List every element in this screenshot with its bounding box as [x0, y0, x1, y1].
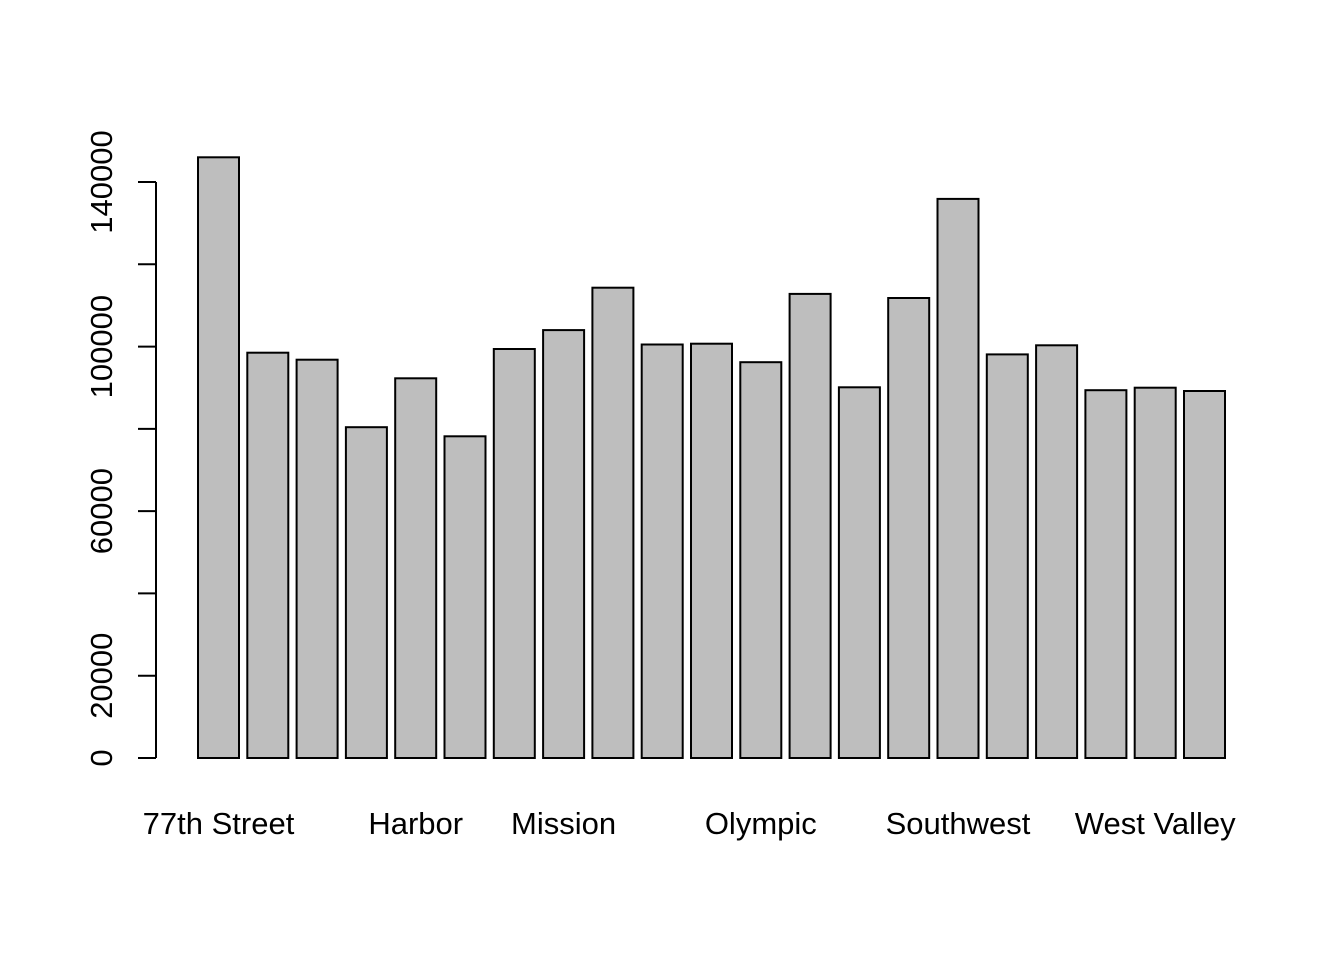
y-axis: 0 20000 60000 100000 140000	[84, 130, 157, 767]
bar-8	[591, 286, 635, 759]
y-tick-label: 0	[84, 749, 119, 766]
bar-11	[739, 361, 783, 759]
bar-20	[1183, 390, 1226, 759]
bar-12	[788, 292, 832, 759]
bar-18	[1084, 389, 1128, 759]
category-label: Olympic	[705, 806, 817, 841]
category-label: Southwest	[886, 806, 1031, 841]
bar-9	[640, 343, 684, 759]
bar-19	[1133, 386, 1177, 759]
bar-16	[985, 353, 1029, 759]
category-label: Mission	[511, 806, 616, 841]
category-label: Harbor	[368, 806, 463, 841]
bar-10	[690, 342, 733, 759]
bar-14	[887, 297, 931, 759]
bars-group	[197, 156, 1226, 760]
category-label: 77th Street	[143, 806, 295, 841]
bar-0	[197, 156, 240, 760]
bar-6	[492, 348, 536, 759]
bar-1	[246, 351, 290, 759]
bar-3	[344, 426, 388, 759]
y-tick-label: 100000	[84, 295, 119, 398]
x-axis-labels: 77th Street Harbor Mission Olympic Southwest…	[143, 806, 1236, 841]
y-tick-label: 140000	[84, 130, 119, 233]
bar-7	[542, 329, 586, 759]
bar-5	[443, 435, 487, 759]
bar-17	[1035, 344, 1079, 759]
y-tick-label: 20000	[84, 633, 119, 719]
bar-2	[295, 358, 339, 759]
y-tick-label: 60000	[84, 468, 119, 554]
bar-15	[936, 197, 980, 759]
category-label: West Valley	[1075, 806, 1236, 841]
bar-13	[837, 386, 881, 759]
bar-4	[394, 377, 438, 759]
